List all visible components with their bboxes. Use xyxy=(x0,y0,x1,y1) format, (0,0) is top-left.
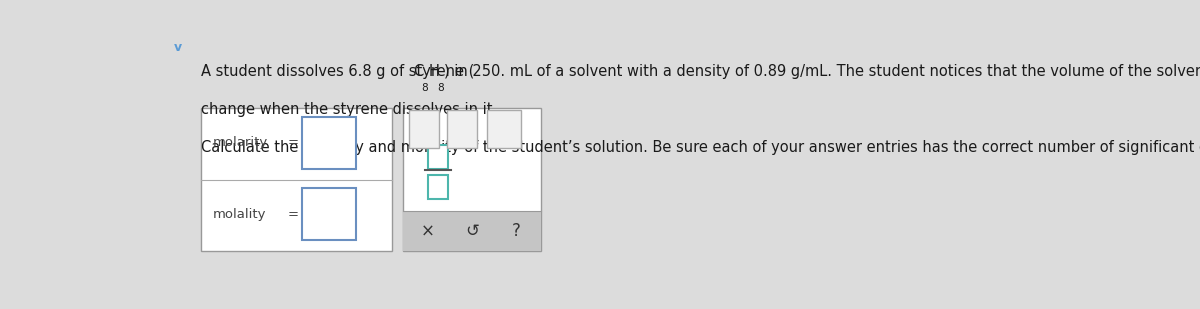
Text: A student dissolves 6.8 g of styrene (: A student dissolves 6.8 g of styrene ( xyxy=(202,64,474,79)
Text: =: = xyxy=(288,136,299,149)
Bar xyxy=(408,110,439,148)
Text: 8: 8 xyxy=(421,83,427,93)
Text: Calculate the molarity and molality of the student’s solution. Be sure each of y: Calculate the molarity and molality of t… xyxy=(202,140,1200,155)
Bar xyxy=(427,146,448,169)
Text: ↺: ↺ xyxy=(464,222,479,240)
Text: ?: ? xyxy=(511,222,521,240)
Text: ) in 250. mL of a solvent with a density of 0.89 g/mL. The student notices that : ) in 250. mL of a solvent with a density… xyxy=(444,64,1200,79)
Text: =: = xyxy=(288,208,299,221)
Bar xyxy=(427,175,448,199)
Bar xyxy=(487,110,521,148)
Text: molarity: molarity xyxy=(212,136,268,149)
Text: molality: molality xyxy=(212,208,266,221)
Bar xyxy=(446,110,478,148)
Text: v: v xyxy=(174,41,182,54)
Bar xyxy=(403,211,541,251)
Text: 8: 8 xyxy=(437,83,444,93)
Text: □: □ xyxy=(414,120,425,133)
Text: □: □ xyxy=(451,125,463,138)
Text: H: H xyxy=(428,64,439,79)
Text: C: C xyxy=(413,64,424,79)
Text: ×: × xyxy=(421,222,434,240)
Bar xyxy=(202,108,391,251)
Bar xyxy=(403,108,541,251)
Bar xyxy=(301,116,355,169)
Text: □: □ xyxy=(466,115,474,124)
Text: change when the styrene dissolves in it.: change when the styrene dissolves in it. xyxy=(202,102,498,117)
Bar xyxy=(301,188,355,240)
Text: □: □ xyxy=(427,132,434,141)
Text: □×□: □×□ xyxy=(491,124,517,134)
